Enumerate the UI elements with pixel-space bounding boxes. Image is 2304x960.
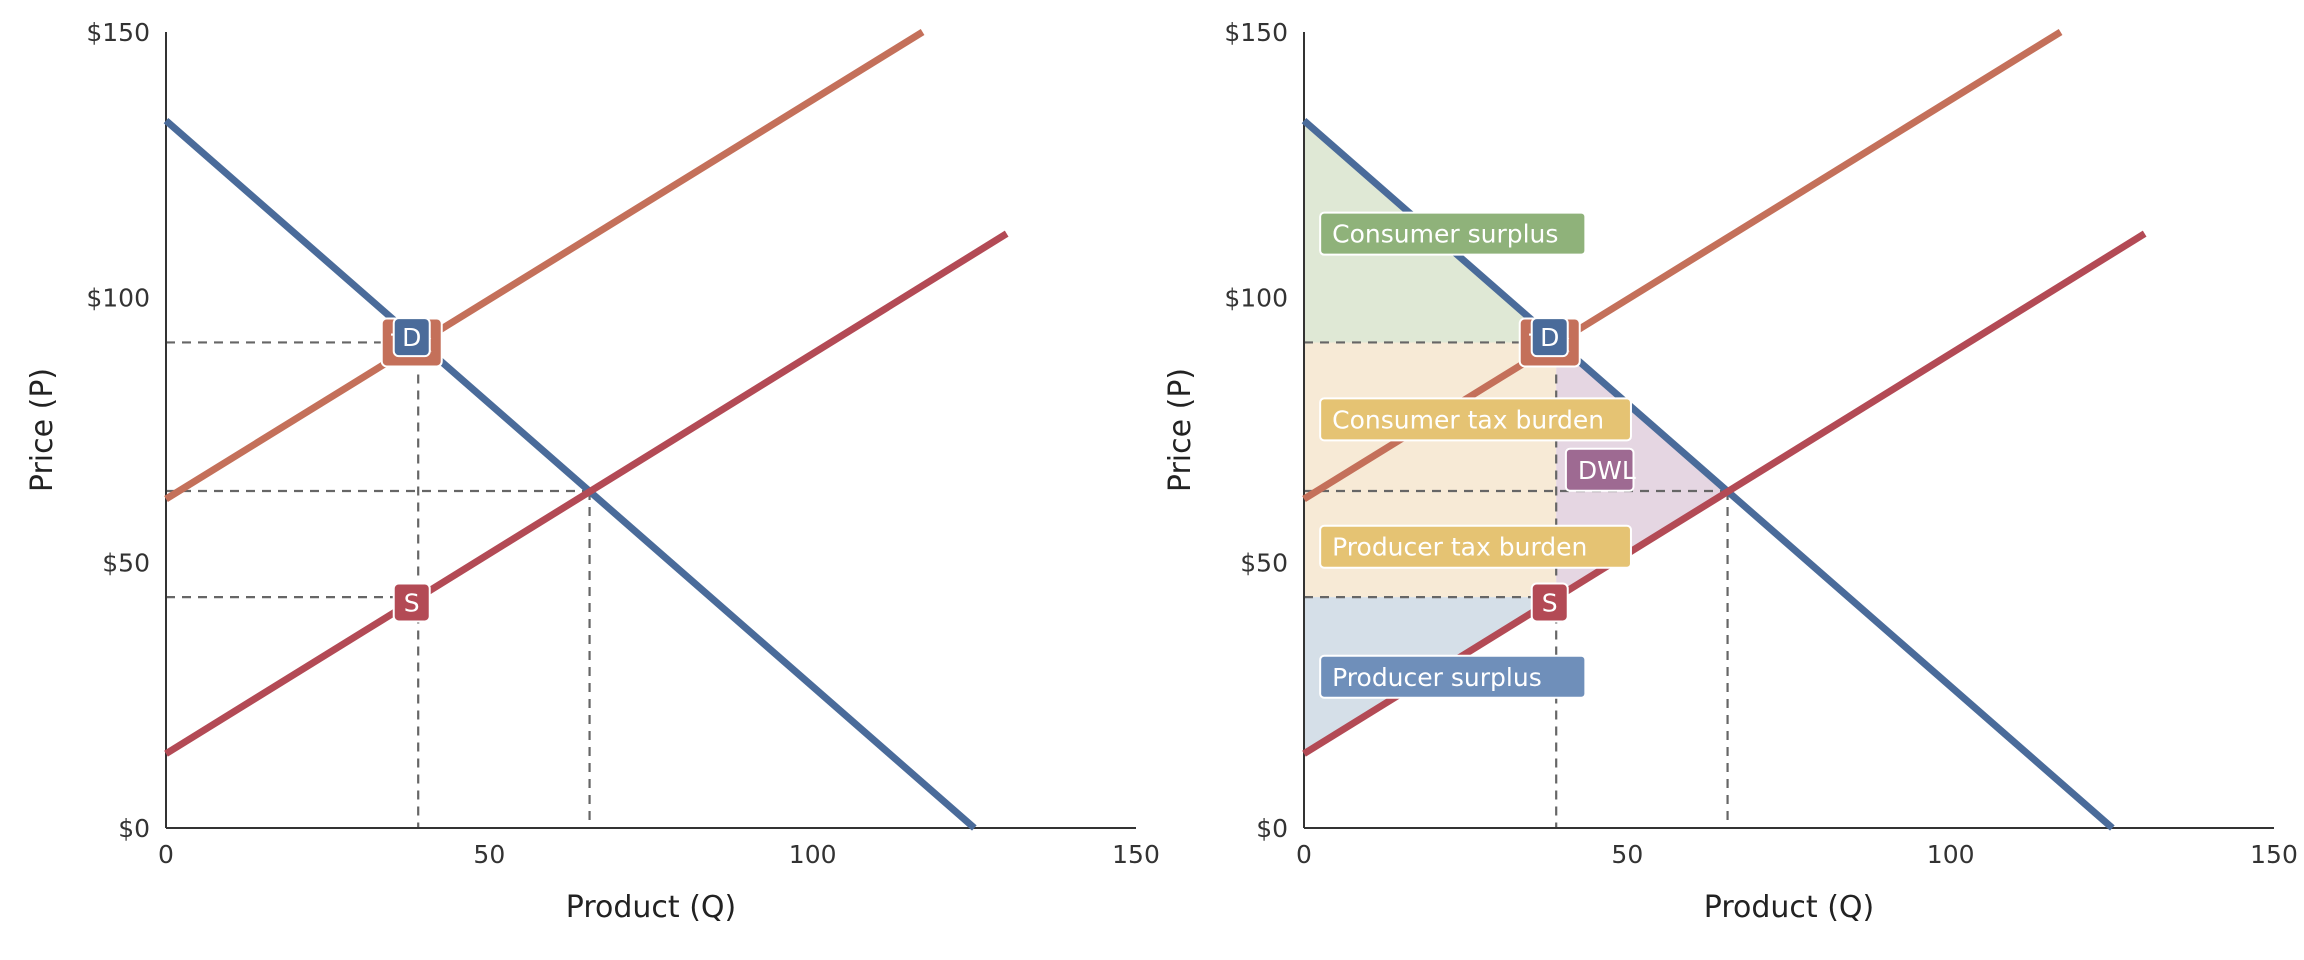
x-tick-label: 100 [789,840,837,869]
supply-line [164,230,1009,757]
consumer-surplus-label-box [1319,211,1587,256]
demand-line [163,117,977,831]
supply-badge [392,582,431,623]
x-tick-label: 150 [1112,840,1160,869]
x-tick-label: 0 [1296,840,1312,869]
tax-burden-label: Producer tax burden [1332,533,1587,562]
supply-badge-label: S [404,588,420,617]
dwl-label-box [1564,447,1635,492]
supply-badge-label: S [1542,588,1558,617]
demand-badge [392,317,431,358]
x-tick-label: 150 [2250,840,2298,869]
x-axis-title: Product (Q) [1704,890,1874,925]
producer-surplus-label-box [1319,654,1587,699]
producer-surplus-label: Producer surplus [1332,663,1542,692]
y-tick-label: $150 [1224,18,1288,47]
x-tick-label: 0 [158,840,174,869]
supply-tax-line [164,29,925,502]
consumer-surplus-label: Consumer surplus [1332,220,1558,249]
chart-panel-2: 0 50 100 150 $0 $50 $100 $150 Product (Q) Price (… [1163,18,2298,925]
y-tick-label: $50 [1240,549,1288,578]
tax-burden-label: Consumer tax burden [1332,405,1604,434]
x-tick-label: 50 [473,840,505,869]
demand-badge-label: D [1540,323,1559,352]
y-axis-title: Price (P) [1163,368,1198,492]
x-tick-label: 100 [1927,840,1975,869]
x-axis-title: Product (Q) [566,890,736,925]
chart-panel-1: 0 50 100 150 $0 $50 $100 $150 Product (Q) Price (… [25,18,1160,925]
tax-burden-label-box [1319,524,1632,569]
y-tick-label: $100 [86,283,150,312]
y-tick-label: $150 [86,18,150,47]
y-axis-title: Price (P) [25,368,60,492]
demand-badge-label: D [402,323,421,352]
dwl-label: DWL [1578,456,1636,485]
y-tick-label: $0 [118,814,150,843]
y-tick-label: $0 [1256,814,1288,843]
y-tick-label: $50 [102,549,150,578]
y-tick-label: $100 [1224,283,1288,312]
supply-badge [1530,582,1569,623]
tax-burden-label-box [1319,397,1632,442]
x-tick-label: 50 [1611,840,1643,869]
demand-badge [1530,317,1569,358]
